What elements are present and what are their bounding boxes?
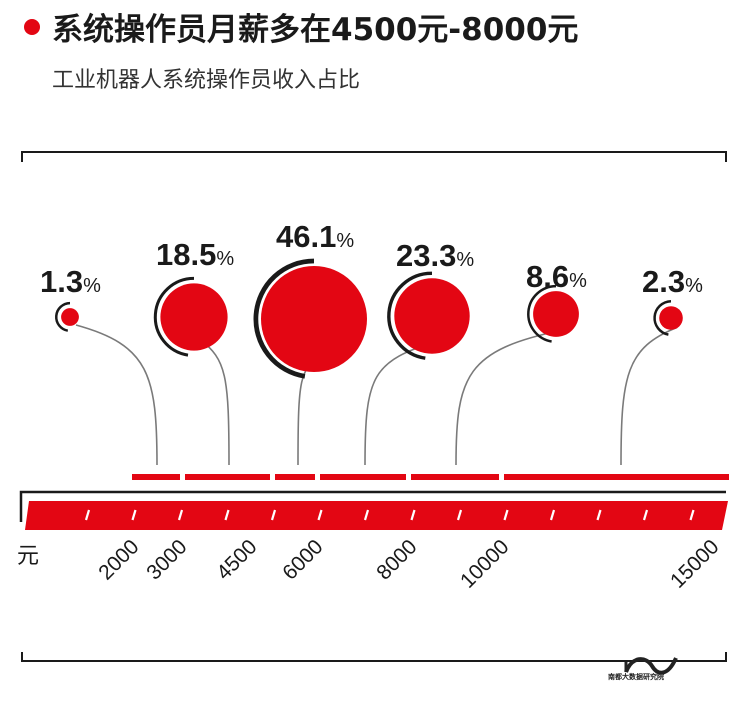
- bubble: [533, 291, 579, 337]
- bubble-arc: [653, 299, 672, 336]
- axis-tick-label: 2000: [94, 535, 143, 584]
- connector-line: [620, 326, 678, 466]
- axis-slash: [363, 509, 370, 521]
- range-segment: [132, 474, 180, 480]
- axis-slash: [410, 509, 416, 521]
- axis-slash: [503, 509, 509, 521]
- range-segment: [320, 474, 406, 480]
- frame-bottom: [21, 652, 727, 662]
- axis-slash: [642, 509, 649, 521]
- bubble: [61, 308, 79, 326]
- connector-line: [199, 338, 230, 466]
- bubble-labels: 1.3% 18.5% 46.1% 23.3% 8.6% 2.3%: [40, 219, 703, 299]
- brand-name: 南都大数据研究院: [608, 673, 664, 681]
- axis-bar: [25, 501, 728, 530]
- page-subtitle: 工业机器人系统操作员收入占比: [52, 68, 361, 93]
- axis-slash: [689, 509, 695, 521]
- range-segment: [504, 474, 729, 480]
- bubble-arc: [387, 271, 433, 360]
- axis-slashes: [84, 509, 695, 521]
- bubble-label: 2.3%: [642, 264, 703, 299]
- axis-bracket: [19, 490, 726, 522]
- connector-line: [75, 324, 158, 466]
- frame-top: [21, 151, 727, 162]
- bubble: [261, 266, 367, 372]
- range-segments: [132, 474, 729, 480]
- title-bullet: [24, 19, 40, 35]
- axis-slash: [224, 509, 230, 521]
- axis-slash: [596, 509, 602, 521]
- bubble-arc: [527, 284, 557, 343]
- logo-mark-icon: [624, 657, 678, 675]
- bubble-arc: [253, 258, 315, 379]
- bubble: [160, 283, 228, 351]
- unit-label: 元: [17, 544, 39, 569]
- bubble-arc: [55, 301, 71, 332]
- range-segment: [411, 474, 499, 480]
- bubble-label: 1.3%: [40, 264, 101, 299]
- axis-tick-label: 6000: [278, 535, 327, 584]
- bubble-label: 8.6%: [526, 259, 587, 294]
- bubbles: [55, 258, 683, 379]
- axis-slash: [549, 509, 556, 521]
- axis-tick-label: 15000: [666, 535, 724, 593]
- bubble: [659, 306, 683, 330]
- bubble-label: 23.3%: [396, 238, 474, 273]
- bubble-arc: [153, 276, 195, 357]
- axis-slash: [84, 509, 91, 521]
- bubble: [394, 278, 470, 354]
- range-segment: [275, 474, 315, 480]
- connector-lines: [75, 324, 678, 466]
- axis-tick-label: 4500: [212, 535, 261, 584]
- axis-slash: [131, 509, 137, 521]
- connector-line: [364, 340, 439, 466]
- bubble-label: 46.1%: [276, 219, 354, 254]
- axis-slash: [317, 509, 323, 521]
- page-title: 系统操作员月薪多在4500元-8000元: [52, 12, 579, 48]
- connector-line: [455, 329, 563, 466]
- bubble-label: 18.5%: [156, 237, 234, 272]
- axis-slash: [456, 509, 463, 521]
- axis-tick-label: 3000: [142, 535, 191, 584]
- range-segment: [185, 474, 270, 480]
- axis-tick-label: 8000: [372, 535, 421, 584]
- axis-slash: [270, 509, 277, 521]
- axis-slash: [177, 509, 184, 521]
- axis-tick-label: 10000: [456, 535, 514, 593]
